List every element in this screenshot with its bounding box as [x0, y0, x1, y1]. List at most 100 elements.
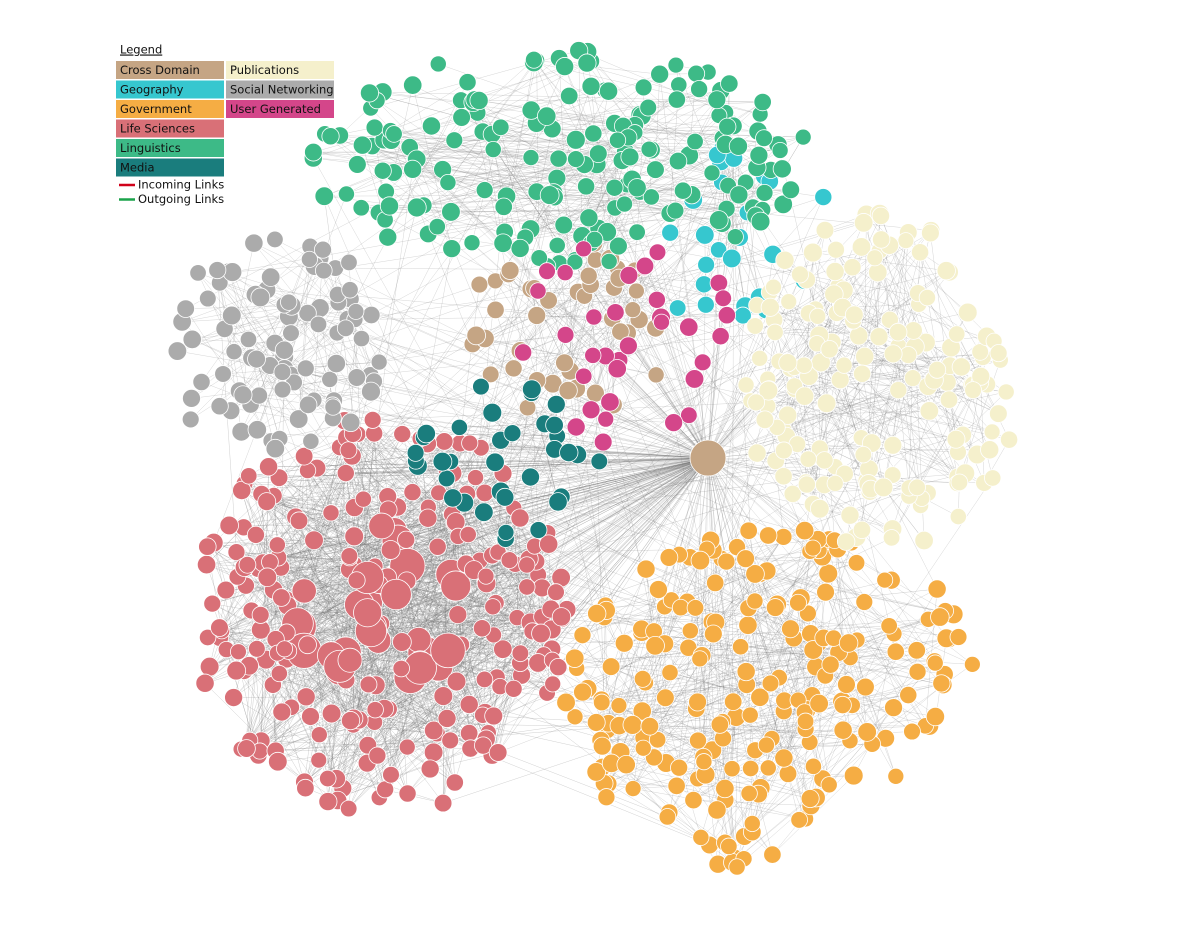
- edge: [427, 457, 709, 519]
- dataset-node: [667, 776, 686, 795]
- edge: [496, 457, 709, 678]
- edge: [437, 659, 553, 734]
- edge: [618, 136, 804, 247]
- dataset-node: [459, 525, 477, 544]
- dataset-node: [442, 239, 462, 259]
- dataset-node: [820, 776, 838, 794]
- dataset-node: [282, 324, 300, 342]
- edge: [783, 232, 909, 451]
- dataset-node: [781, 180, 801, 200]
- edge: [298, 259, 310, 420]
- edge: [645, 569, 667, 764]
- dataset-node: [398, 738, 416, 756]
- dataset-node: [441, 731, 460, 750]
- dataset-node: [575, 367, 593, 385]
- dataset-node: [198, 628, 217, 647]
- edge: [566, 664, 831, 703]
- edge: [880, 239, 910, 488]
- dataset-node: [826, 474, 844, 492]
- edge: [707, 457, 839, 653]
- edge: [345, 328, 849, 644]
- edge: [641, 632, 945, 675]
- edge: [446, 564, 516, 719]
- dataset-node: [633, 669, 652, 688]
- edge: [617, 139, 713, 174]
- dataset-node: [214, 365, 232, 383]
- dataset-node: [697, 255, 716, 274]
- dataset-node: [581, 76, 601, 96]
- dataset-node: [398, 784, 417, 803]
- edge: [482, 131, 709, 459]
- edge: [433, 514, 453, 753]
- dataset-node: [181, 410, 200, 429]
- dataset-node: [475, 670, 494, 689]
- dataset-node: [420, 759, 440, 779]
- dataset-node: [681, 622, 699, 640]
- dataset-node: [421, 116, 442, 136]
- dataset-node: [484, 706, 504, 726]
- dataset-node: [836, 532, 856, 551]
- edge: [251, 457, 709, 611]
- edge: [277, 544, 501, 687]
- edge: [233, 332, 292, 352]
- edge: [578, 50, 726, 113]
- edge: [468, 534, 543, 617]
- dataset-node: [477, 567, 495, 585]
- edge: [219, 455, 353, 638]
- edge: [442, 740, 451, 804]
- dataset-node: [747, 393, 766, 412]
- dataset-node: [514, 343, 533, 362]
- dataset-node: [688, 692, 707, 712]
- dataset-node: [538, 262, 556, 281]
- edge: [770, 307, 999, 414]
- dataset-node: [668, 299, 687, 317]
- dataset-node: [518, 578, 536, 596]
- edge: [287, 605, 521, 654]
- dataset-node: [240, 467, 258, 485]
- dataset-node: [373, 161, 392, 180]
- dataset-node: [503, 424, 522, 443]
- edge: [207, 536, 459, 547]
- edge: [370, 617, 518, 632]
- edge: [601, 675, 826, 703]
- dataset-node: [310, 726, 328, 744]
- dataset-node: [352, 199, 370, 217]
- dataset-node: [771, 141, 789, 159]
- dataset-node: [939, 390, 959, 409]
- dataset-node: [717, 306, 737, 325]
- edge: [783, 353, 894, 451]
- dataset-node: [340, 547, 359, 565]
- edge: [642, 573, 756, 712]
- edge: [219, 627, 386, 790]
- edge: [508, 274, 538, 381]
- edge: [313, 157, 633, 180]
- dataset-node: [352, 135, 372, 155]
- edge: [197, 272, 235, 352]
- edge: [274, 239, 709, 459]
- edge: [265, 450, 349, 660]
- dataset-node: [466, 325, 486, 346]
- dataset-node: [803, 242, 823, 263]
- dataset-node: [216, 580, 236, 600]
- dataset-node: [354, 490, 372, 508]
- dataset-node: [647, 290, 666, 309]
- dataset-node: [341, 281, 359, 299]
- dataset-node: [946, 429, 966, 449]
- dataset-node: [368, 512, 395, 540]
- edge: [661, 314, 727, 323]
- dataset-node: [393, 425, 412, 443]
- edge: [480, 447, 709, 459]
- dataset-node: [690, 550, 711, 571]
- dataset-node: [760, 297, 780, 317]
- edge: [822, 662, 936, 779]
- dataset-node: [815, 220, 835, 240]
- nodes: [167, 41, 1019, 876]
- dataset-node: [736, 549, 756, 569]
- edge: [277, 437, 348, 545]
- edge: [219, 442, 470, 638]
- edge: [204, 472, 453, 684]
- dataset-node: [448, 605, 468, 625]
- dataset-node: [869, 327, 889, 347]
- dataset-node: [619, 265, 639, 285]
